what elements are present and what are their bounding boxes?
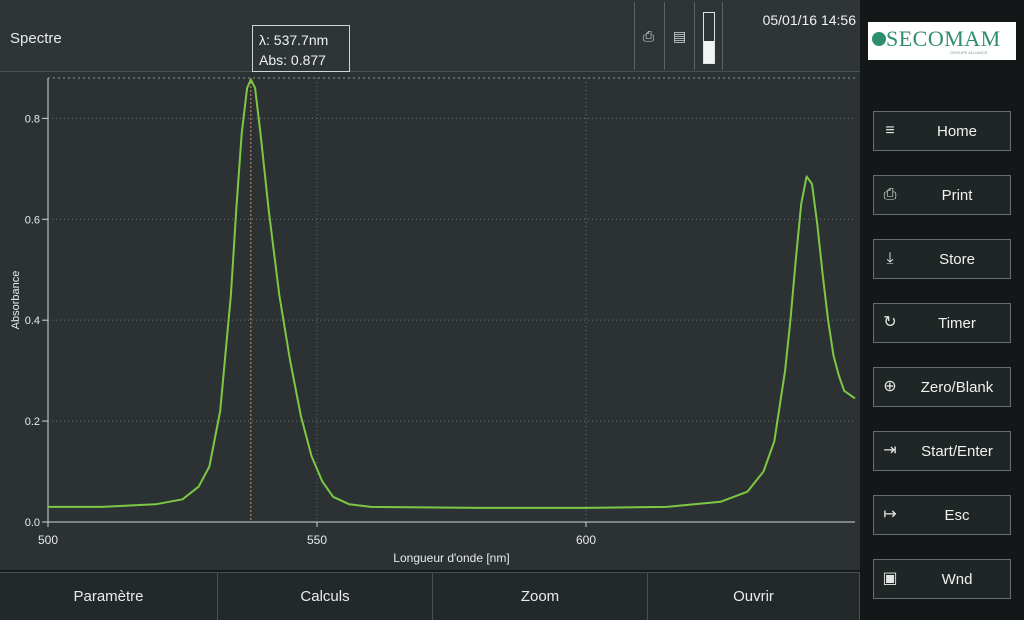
wnd-button[interactable]: ▣ Wnd [873,559,1011,599]
printer-icon: ⎙ [883,186,897,203]
level-gauge [703,12,715,64]
level-gauge-fill [704,40,714,63]
start-enter-button[interactable]: ⇥ Start/Enter [873,431,1011,471]
esc-button-label: Esc [944,506,970,524]
store-button[interactable]: ⤓ Store [873,239,1011,279]
y-tick-label: 0.0 [25,517,40,529]
y-axis-label: Absorbance [10,271,22,330]
header-print-cell[interactable]: ⎙ [634,2,664,70]
logo-tagline: GROUPE ALLIANCE [950,50,988,55]
esc-button[interactable]: ↦ Esc [873,495,1011,535]
timer-button-label: Timer [938,314,976,332]
target-icon: ⊕ [883,378,897,395]
level-gauge-cell [694,2,722,70]
spectrum-chart[interactable]: 0.0 0.2 0.4 0.6 0.8 500 550 600 Longueur d'onde … [0,72,860,570]
tab-ouvrir[interactable]: Ouvrir [648,572,860,620]
y-tick-label: 0.4 [25,315,40,327]
cursor-wavelength: λ: 537.7nm [259,32,329,48]
datetime: 05/01/16 14:56 [762,12,856,28]
side-panel: SECOMAM GROUPE ALLIANCE ≡ Home ⎙ Print ⤓… [860,0,1024,620]
home-button[interactable]: ≡ Home [873,111,1011,151]
header-store-cell[interactable]: ▤ [664,2,694,70]
enter-icon: ⇥ [883,442,897,459]
logo-text: SECOMAM [886,26,1001,51]
zero-blank-button[interactable]: ⊕ Zero/Blank [873,367,1011,407]
spectrum-trace [48,78,856,509]
printer-icon[interactable]: ⎙ [643,28,655,44]
x-tick-label: 600 [576,533,596,547]
tab-zoom[interactable]: Zoom [433,572,648,620]
screen-title: Spectre [10,30,62,47]
x-tick-label: 500 [38,533,58,547]
list-icon: ≡ [885,122,895,139]
timer-icon: ↻ [883,314,897,331]
x-tick-label: 550 [307,533,327,547]
bottom-tab-bar: Paramètre Calculs Zoom Ouvrir [0,570,860,620]
spectrum-plot[interactable]: 0.0 0.2 0.4 0.6 0.8 500 550 600 Longueur d'onde … [0,72,860,570]
wnd-button-label: Wnd [941,570,973,588]
tab-parametre[interactable]: Paramètre [0,572,218,620]
home-button-label: Home [936,122,977,140]
top-bar: Spectre λ: 537.7nm Abs: 0.877 ⎙ ▤ 05/01/… [0,0,860,72]
y-tick-label: 0.6 [25,214,40,226]
download-icon: ⤓ [886,250,894,267]
print-button[interactable]: ⎙ Print [873,175,1011,215]
logo-mark-icon [872,32,886,46]
floppy-disk-icon[interactable]: ▤ [673,28,687,44]
secomam-logo: SECOMAM GROUPE ALLIANCE [868,22,1016,60]
datetime-cell: 05/01/16 14:56 [722,2,860,70]
zero-blank-button-label: Zero/Blank [920,378,994,396]
y-tick-label: 0.8 [25,113,40,125]
cursor-readout: λ: 537.7nm Abs: 0.877 [252,25,350,72]
exit-icon: ↦ [883,506,897,523]
start-enter-button-label: Start/Enter [921,442,993,460]
print-button-label: Print [941,186,973,204]
y-tick-label: 0.2 [25,416,40,428]
store-button-label: Store [939,250,975,268]
cursor-absorbance: Abs: 0.877 [259,52,326,68]
tab-calculs[interactable]: Calculs [218,572,433,620]
window-icon: ▣ [882,570,898,587]
x-axis-label: Longueur d'onde [nm] [393,551,509,565]
timer-button[interactable]: ↻ Timer [873,303,1011,343]
